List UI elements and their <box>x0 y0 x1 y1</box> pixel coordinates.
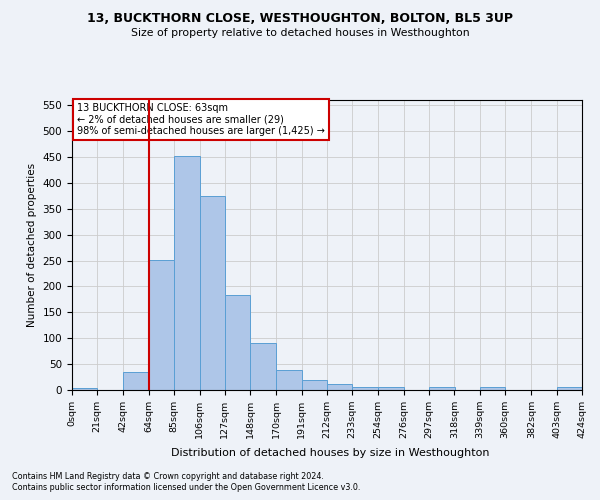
Text: Distribution of detached houses by size in Westhoughton: Distribution of detached houses by size … <box>171 448 489 458</box>
Text: Size of property relative to detached houses in Westhoughton: Size of property relative to detached ho… <box>131 28 469 38</box>
Bar <box>277 370 302 390</box>
Bar <box>327 384 352 390</box>
Bar <box>480 388 505 390</box>
Bar <box>174 156 199 390</box>
Bar <box>377 388 404 390</box>
Text: 13 BUCKTHORN CLOSE: 63sqm
← 2% of detached houses are smaller (29)
98% of semi-d: 13 BUCKTHORN CLOSE: 63sqm ← 2% of detach… <box>77 103 325 136</box>
Y-axis label: Number of detached properties: Number of detached properties <box>27 163 37 327</box>
Bar <box>122 372 149 390</box>
Bar <box>250 344 277 390</box>
Text: Contains HM Land Registry data © Crown copyright and database right 2024.: Contains HM Land Registry data © Crown c… <box>12 472 324 481</box>
Bar <box>225 294 250 390</box>
Bar <box>72 388 97 390</box>
Text: 13, BUCKTHORN CLOSE, WESTHOUGHTON, BOLTON, BL5 3UP: 13, BUCKTHORN CLOSE, WESTHOUGHTON, BOLTO… <box>87 12 513 26</box>
Bar <box>429 388 455 390</box>
Bar <box>149 260 174 390</box>
Bar <box>302 380 327 390</box>
Bar <box>557 388 582 390</box>
Text: Contains public sector information licensed under the Open Government Licence v3: Contains public sector information licen… <box>12 484 361 492</box>
Bar <box>352 388 377 390</box>
Bar <box>199 196 225 390</box>
